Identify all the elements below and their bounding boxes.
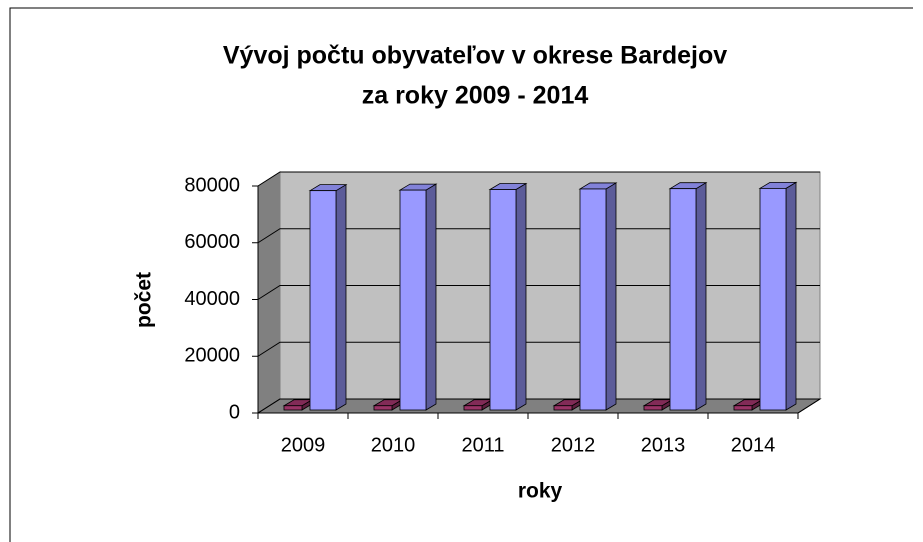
y-tick-label: 0 xyxy=(229,401,240,423)
bar xyxy=(463,405,483,411)
x-axis-title: roky xyxy=(518,480,563,503)
x-tick-label: 2009 xyxy=(281,434,326,456)
bar xyxy=(489,189,517,411)
bar xyxy=(553,405,573,411)
x-tick-label: 2014 xyxy=(731,434,776,456)
bar-side xyxy=(785,181,797,411)
x-tick-label: 2011 xyxy=(461,434,504,456)
grid-line xyxy=(257,285,820,300)
bar xyxy=(759,187,787,411)
grid-line xyxy=(257,341,820,357)
chart-title: za roky 2009 - 2014 xyxy=(362,82,589,110)
chart-title: Vývoj počtu obyvateľov v okrese Bardejov xyxy=(223,42,727,70)
bar-side xyxy=(335,183,347,411)
grid-line xyxy=(257,228,820,244)
y-axis-title: počet xyxy=(133,272,156,328)
bar-side xyxy=(425,183,437,411)
bar-side xyxy=(605,182,617,411)
bar xyxy=(643,405,663,411)
y-tick-label: 60000 xyxy=(184,231,240,253)
y-tick-label: 40000 xyxy=(184,288,240,310)
chart-frame xyxy=(9,7,913,542)
x-tick-label: 2010 xyxy=(371,434,416,456)
x-axis-end xyxy=(797,398,821,414)
y-tick-label: 20000 xyxy=(184,345,240,367)
bar xyxy=(669,188,697,411)
bar xyxy=(733,405,753,411)
grid-line xyxy=(257,171,820,187)
bar xyxy=(283,405,303,411)
y-tick-label: 80000 xyxy=(184,174,240,196)
x-tick-label: 2013 xyxy=(641,434,686,456)
bar xyxy=(399,189,427,411)
bar xyxy=(579,188,607,411)
bar xyxy=(309,190,337,411)
bar-side xyxy=(695,181,707,411)
grid-line xyxy=(257,398,820,414)
bar xyxy=(373,405,393,411)
bar-side xyxy=(515,182,527,411)
x-tick-label: 2012 xyxy=(551,434,596,456)
